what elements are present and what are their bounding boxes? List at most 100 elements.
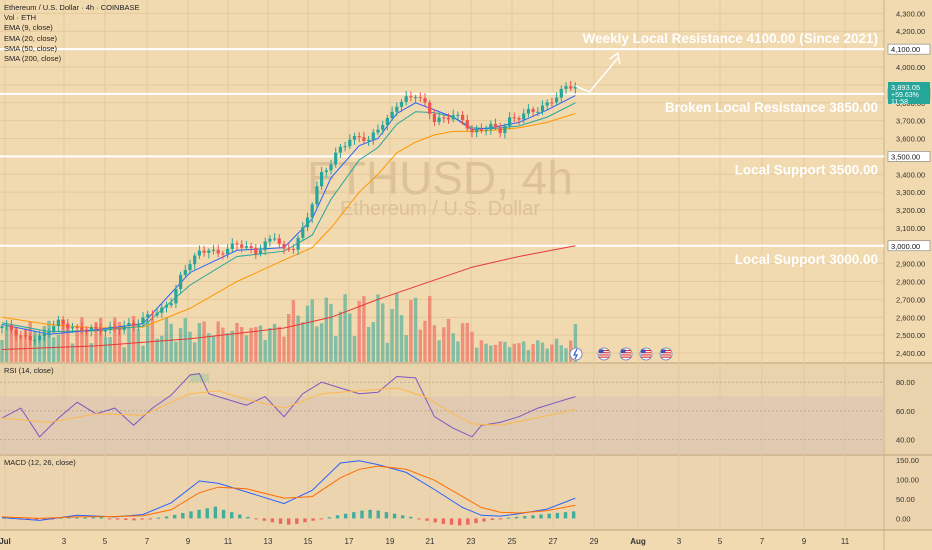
candle[interactable] xyxy=(235,240,239,250)
candle[interactable] xyxy=(263,237,267,256)
candle[interactable] xyxy=(493,118,498,131)
candle[interactable] xyxy=(540,100,545,116)
candle[interactable] xyxy=(324,167,328,178)
candle[interactable] xyxy=(550,97,554,107)
candle[interactable] xyxy=(183,264,187,278)
candle[interactable] xyxy=(461,110,465,125)
candle[interactable] xyxy=(287,243,291,252)
time-axis[interactable]: Jul 3 5 7 9 11 13 15 17 19 21 23 25 27 29 Aug 3 5 7 9 11 xyxy=(0,537,850,546)
candle[interactable] xyxy=(146,310,150,323)
candle[interactable] xyxy=(52,320,56,335)
candle[interactable] xyxy=(512,112,516,122)
candle[interactable] xyxy=(244,240,248,251)
us-flag-icon[interactable] xyxy=(659,347,673,361)
candle[interactable] xyxy=(42,329,46,342)
legend-sma200[interactable]: SMA (200, close) xyxy=(4,54,62,64)
candle[interactable] xyxy=(179,271,183,295)
candle[interactable] xyxy=(108,321,112,334)
candle[interactable] xyxy=(127,317,131,329)
candle[interactable] xyxy=(569,80,573,91)
candle[interactable] xyxy=(136,319,140,331)
candle[interactable] xyxy=(315,181,319,209)
candle[interactable] xyxy=(545,99,549,111)
candle[interactable] xyxy=(19,330,23,340)
lightning-icon[interactable] xyxy=(569,347,583,361)
candle[interactable] xyxy=(47,328,51,338)
candle[interactable] xyxy=(334,147,338,168)
candle[interactable] xyxy=(428,100,432,120)
candle[interactable] xyxy=(296,235,300,255)
candle[interactable] xyxy=(362,131,366,144)
candle[interactable] xyxy=(348,134,352,149)
candle[interactable] xyxy=(221,250,225,260)
candle[interactable] xyxy=(320,167,324,190)
candle[interactable] xyxy=(498,122,502,138)
candle[interactable] xyxy=(211,244,216,255)
candle[interactable] xyxy=(371,128,375,145)
candle[interactable] xyxy=(0,324,4,334)
legend-sma50[interactable]: SMA (50, close) xyxy=(4,43,57,53)
candle[interactable] xyxy=(193,252,197,270)
candle[interactable] xyxy=(28,332,32,346)
candle[interactable] xyxy=(301,222,305,242)
candle[interactable] xyxy=(150,310,154,321)
candle[interactable] xyxy=(367,136,371,146)
candle[interactable] xyxy=(38,330,42,343)
candles[interactable] xyxy=(0,80,577,346)
candle[interactable] xyxy=(70,322,75,333)
legend-volume[interactable]: Vol · ETH xyxy=(4,13,37,23)
candle[interactable] xyxy=(475,125,479,138)
candle[interactable] xyxy=(9,319,13,334)
candle[interactable] xyxy=(113,321,117,333)
candle[interactable] xyxy=(517,115,521,125)
candle[interactable] xyxy=(442,114,446,123)
candle[interactable] xyxy=(451,109,455,123)
legend-ema20[interactable]: EMA (20, close) xyxy=(4,33,57,43)
candle[interactable] xyxy=(399,99,404,113)
candle[interactable] xyxy=(352,132,357,145)
candle[interactable] xyxy=(305,212,310,232)
last-price-badge[interactable]: 3,893.05+59.63%11:58 xyxy=(888,82,930,106)
candle[interactable] xyxy=(531,106,535,118)
candle[interactable] xyxy=(559,85,563,103)
candle[interactable] xyxy=(94,322,98,332)
candle[interactable] xyxy=(282,240,286,254)
candle[interactable] xyxy=(103,327,107,337)
candle[interactable] xyxy=(423,93,427,107)
candle[interactable] xyxy=(80,322,84,334)
candle[interactable] xyxy=(61,316,65,330)
candle[interactable] xyxy=(122,320,126,335)
candle[interactable] xyxy=(522,108,526,124)
candle[interactable] xyxy=(89,324,93,337)
candle[interactable] xyxy=(117,325,122,336)
candle[interactable] xyxy=(33,335,37,345)
candle[interactable] xyxy=(164,301,169,313)
candle[interactable] xyxy=(226,244,230,259)
rsi-pane[interactable]: RSI (14, close) xyxy=(0,366,884,454)
candle[interactable] xyxy=(254,244,258,260)
us-flag-icon[interactable] xyxy=(597,347,611,361)
candle[interactable] xyxy=(343,141,347,152)
candle[interactable] xyxy=(202,245,206,257)
candle[interactable] xyxy=(357,132,361,143)
candle[interactable] xyxy=(85,326,89,336)
candle[interactable] xyxy=(437,112,441,126)
candle[interactable] xyxy=(376,124,380,135)
candle[interactable] xyxy=(141,312,145,327)
candle[interactable] xyxy=(249,242,253,254)
candle[interactable] xyxy=(258,244,263,257)
candle[interactable] xyxy=(409,91,413,102)
candle[interactable] xyxy=(99,323,103,336)
candle[interactable] xyxy=(470,124,474,138)
candle[interactable] xyxy=(75,324,79,333)
candle[interactable] xyxy=(277,234,281,249)
candle[interactable] xyxy=(508,112,512,130)
candle[interactable] xyxy=(338,143,342,158)
legend-ema9[interactable]: EMA (9, close) xyxy=(4,23,53,33)
candle[interactable] xyxy=(160,303,164,318)
us-flag-icon[interactable] xyxy=(639,347,653,361)
candle[interactable] xyxy=(414,94,418,103)
macd-pane[interactable]: MACD (12, 26, close) xyxy=(1,458,576,526)
us-flag-icon[interactable] xyxy=(619,347,633,361)
